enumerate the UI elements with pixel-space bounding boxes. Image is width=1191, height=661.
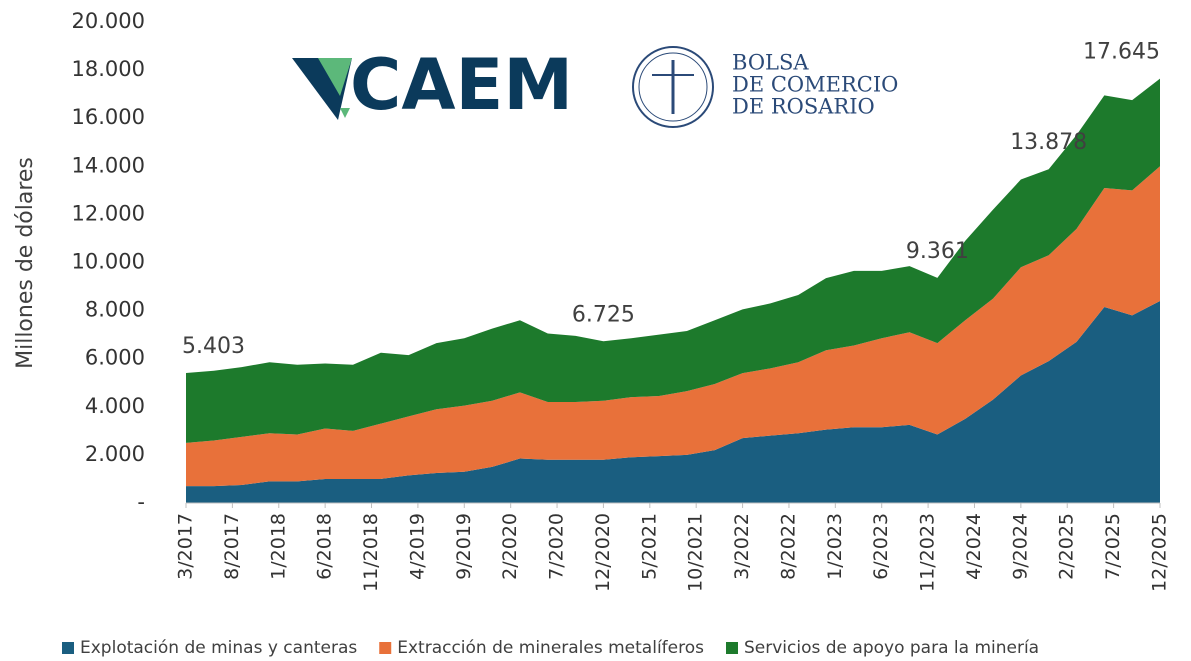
x-tick-label: 9/2019: [453, 513, 475, 580]
bcr-text: BOLSA: [732, 51, 809, 75]
x-tick-label: 10/2021: [685, 513, 707, 592]
annotation: 6.725: [572, 302, 635, 327]
annotation: 13.878: [1010, 130, 1087, 155]
y-tick-label: 20.000: [72, 9, 145, 33]
y-tick-label: 6.000: [85, 346, 145, 370]
annotation: 5.403: [182, 334, 245, 359]
bcr-text: DE COMERCIO: [732, 73, 898, 97]
x-tick-label: 6/2018: [314, 513, 336, 580]
area: [186, 300, 1160, 503]
x-tick-label: 4/2024: [963, 513, 985, 580]
annotation: 9.361: [906, 239, 969, 264]
bcr-logo: BOLSA DE COMERCIO DE ROSARIO: [632, 46, 898, 128]
legend-swatch: [379, 642, 392, 654]
x-tick-label: 12/2020: [592, 513, 614, 592]
x-tick-label: 7/2020: [546, 513, 568, 580]
x-tick-label: 11/2023: [917, 513, 939, 592]
y-tick-label: 10.000: [72, 250, 145, 274]
x-tick-label: 2/2020: [499, 513, 521, 580]
y-tick-label: 8.000: [85, 298, 145, 322]
x-tick-label: 9/2024: [1009, 513, 1031, 580]
y-tick-label: 14.000: [72, 153, 145, 177]
y-tick-label: 2.000: [85, 442, 145, 466]
legend-swatch: [726, 642, 738, 654]
legend-swatch: [62, 642, 74, 654]
caem-mark: [318, 58, 352, 96]
x-tick-label: 8/2017: [221, 513, 243, 580]
x-tick-label: 11/2018: [360, 513, 382, 592]
y-tick-label: -: [137, 490, 145, 514]
bcr-seal: [638, 52, 708, 122]
x-tick-label: 5/2021: [638, 513, 660, 580]
x-tick-label: 12/2025: [1149, 513, 1171, 592]
y-tick-label: 16.000: [72, 105, 145, 129]
x-tick-label: 8/2022: [777, 513, 799, 580]
legend-label: Extracción de minerales metalíferos: [397, 638, 704, 658]
annotation: 17.645: [1083, 40, 1160, 65]
x-tick-label: 4/2019: [406, 513, 428, 580]
y-tick-label: 18.000: [72, 57, 145, 81]
x-tick-label: 3/2022: [731, 513, 753, 580]
caem-logo: CAEM: [292, 44, 573, 126]
bcr-text: DE ROSARIO: [732, 95, 875, 119]
caem-text: CAEM: [350, 44, 573, 126]
area: [186, 166, 1160, 487]
x-tick-label: 7/2025: [1102, 513, 1124, 580]
x-tick-label: 3/2017: [175, 513, 197, 580]
y-tick-label: 4.000: [85, 394, 145, 418]
x-tick-label: 1/2023: [824, 513, 846, 580]
x-tick-label: 2/2025: [1056, 513, 1078, 580]
y-axis-label: Millones de dólares: [13, 157, 38, 369]
legend-label: Servicios de apoyo para la minería: [744, 638, 1039, 658]
y-tick-label: 12.000: [72, 201, 145, 225]
x-tick-label: 6/2023: [870, 513, 892, 580]
x-tick-label: 1/2018: [267, 513, 289, 580]
caem-mark: [340, 108, 350, 118]
bcr-seal: [632, 46, 714, 128]
area: [186, 78, 1160, 443]
legend-label: Explotación de minas y canteras: [80, 638, 357, 658]
